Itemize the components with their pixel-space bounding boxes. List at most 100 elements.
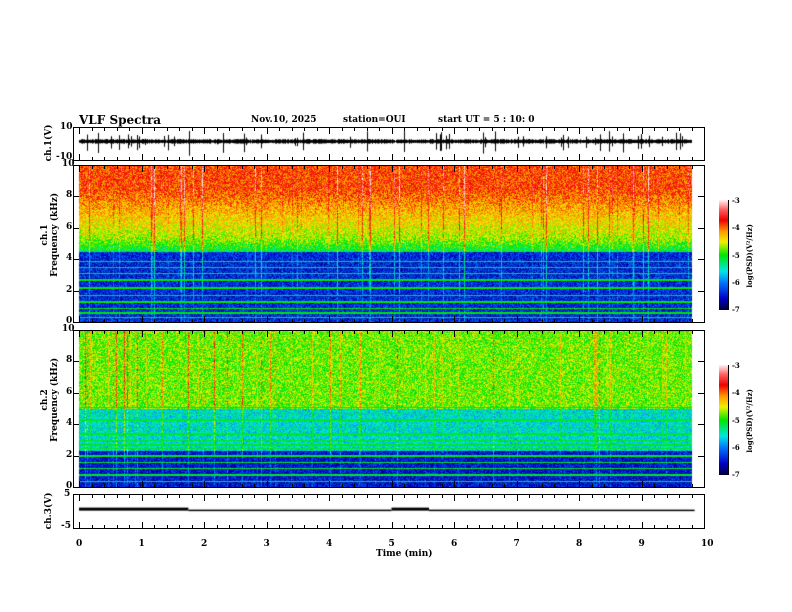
y-tick — [73, 196, 79, 198]
y-tick — [698, 290, 704, 292]
x-tick — [229, 525, 230, 529]
x-tick — [691, 157, 693, 161]
x-tick — [341, 484, 343, 488]
x-tick — [541, 330, 543, 334]
x-tick — [666, 127, 668, 131]
x-tick — [154, 525, 155, 529]
x-tick — [241, 319, 243, 323]
x-tick — [104, 494, 105, 498]
x-tick — [616, 525, 618, 529]
x-tick — [591, 484, 593, 488]
x-tick — [516, 494, 518, 501]
x-tick — [641, 165, 643, 172]
x-tick — [254, 484, 255, 488]
x-tick — [704, 494, 705, 501]
x-tick — [679, 484, 680, 488]
x-tick — [654, 484, 655, 488]
y-tick — [698, 455, 704, 457]
x-tick — [141, 494, 143, 501]
x-tick — [629, 525, 630, 529]
x-tick — [354, 494, 355, 498]
ch1-spectrogram-ylabel: ch.1 Frequency (kHz) — [40, 190, 61, 280]
x-tick — [79, 481, 80, 488]
x-tick — [404, 157, 405, 161]
x-tick — [629, 157, 630, 161]
x-tick-label: 3 — [263, 539, 270, 549]
x-tick-label: 4 — [326, 539, 333, 549]
x-tick — [191, 330, 193, 334]
x-tick — [204, 316, 205, 323]
y-tick — [73, 487, 79, 488]
x-tick — [91, 525, 93, 529]
x-tick — [129, 165, 130, 169]
x-tick — [91, 157, 93, 161]
x-tick — [666, 165, 668, 169]
x-tick — [104, 127, 105, 131]
x-tick — [704, 481, 705, 488]
x-tick — [566, 319, 568, 323]
x-tick — [504, 330, 505, 334]
x-tick — [154, 330, 155, 334]
x-tick — [291, 165, 293, 169]
y-tick — [698, 392, 704, 394]
x-tick — [191, 165, 193, 169]
x-tick — [691, 484, 693, 488]
x-tick — [229, 330, 230, 334]
x-tick — [316, 525, 318, 529]
x-tick — [479, 157, 480, 161]
x-tick — [491, 157, 493, 161]
x-tick — [391, 154, 393, 161]
x-tick — [591, 525, 593, 529]
x-tick — [254, 319, 255, 323]
x-tick — [316, 319, 318, 323]
x-tick — [191, 157, 193, 161]
x-tick — [566, 127, 568, 131]
x-tick — [316, 330, 318, 334]
x-tick — [491, 165, 493, 169]
x-tick — [616, 330, 618, 334]
x-tick — [591, 127, 593, 131]
x-tick — [441, 330, 443, 334]
x-tick — [191, 319, 193, 323]
x-tick — [541, 127, 543, 131]
x-tick — [391, 165, 393, 172]
x-tick — [354, 165, 355, 169]
x-tick — [629, 484, 630, 488]
x-tick — [591, 165, 593, 169]
x-tick — [479, 494, 480, 498]
freq-tick-label: 4 — [66, 418, 73, 429]
ch3-ylabel: ch.3(V) — [44, 492, 55, 530]
x-tick — [504, 484, 505, 488]
x-tick — [304, 157, 305, 161]
x-tick — [654, 127, 655, 131]
x-tick — [541, 165, 543, 169]
y-tick — [698, 259, 704, 261]
x-tick — [341, 157, 343, 161]
x-tick — [79, 154, 80, 161]
x-tick — [304, 525, 305, 529]
x-tick — [179, 157, 180, 161]
x-tick — [241, 157, 243, 161]
x-tick — [416, 157, 418, 161]
x-tick — [279, 330, 280, 334]
x-tick — [504, 165, 505, 169]
x-tick — [691, 330, 693, 334]
x-tick — [529, 127, 530, 131]
x-tick — [441, 484, 443, 488]
x-tick — [116, 157, 118, 161]
x-tick — [366, 525, 368, 529]
x-tick — [554, 157, 555, 161]
x-tick — [254, 127, 255, 131]
ch1-spectrogram-frame — [73, 165, 705, 323]
x-tick — [691, 319, 693, 323]
x-tick — [279, 494, 280, 498]
x-tick — [454, 494, 455, 501]
x-tick — [204, 494, 205, 501]
x-tick — [629, 127, 630, 131]
y-tick — [698, 196, 704, 198]
x-tick — [166, 165, 168, 169]
x-tick — [666, 330, 668, 334]
x-tick — [491, 525, 493, 529]
x-tick — [679, 319, 680, 323]
